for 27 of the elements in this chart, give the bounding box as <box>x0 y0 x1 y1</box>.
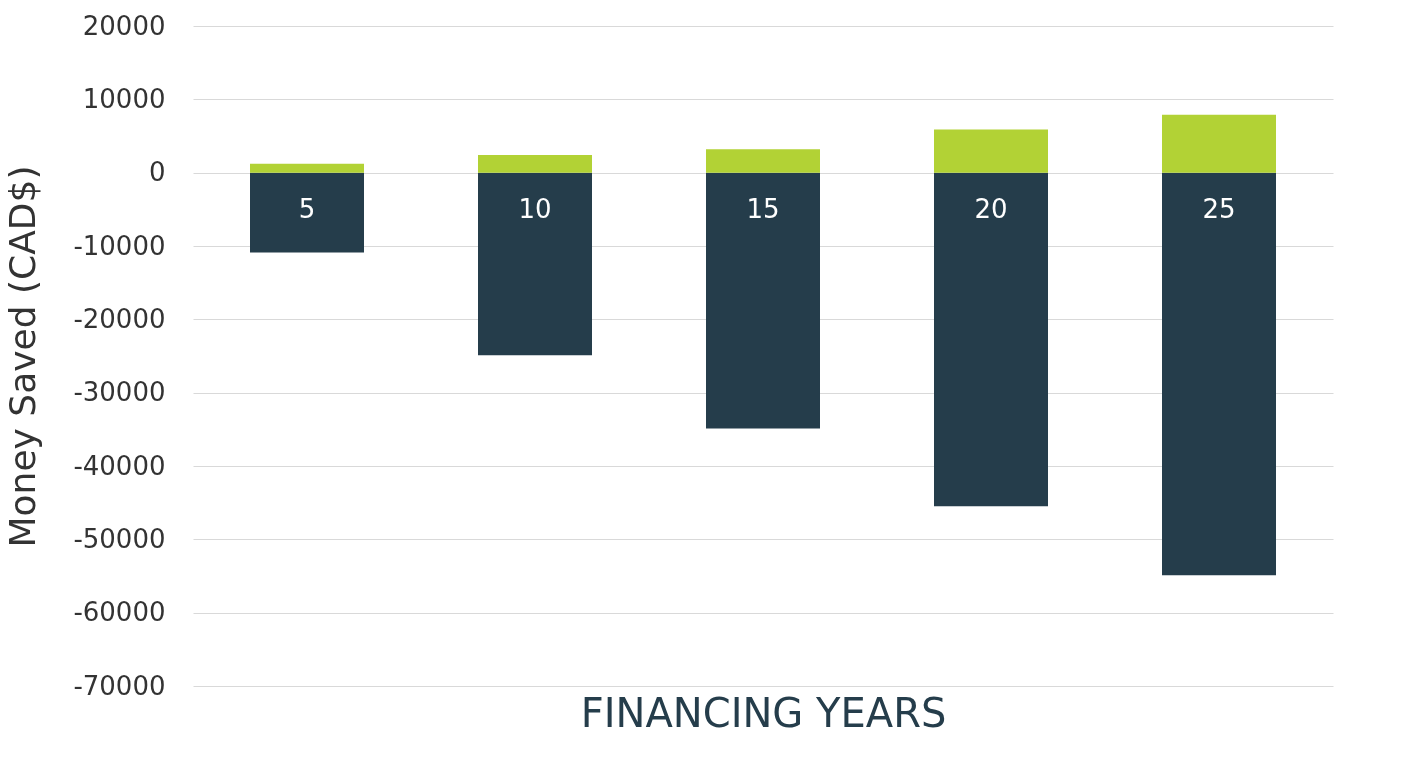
y-tick-label: 10000 <box>82 83 166 114</box>
x-axis-title: FINANCING YEARS <box>580 689 947 736</box>
y-tick-label: -20000 <box>73 303 166 334</box>
bar <box>478 155 592 173</box>
y-tick-label: -60000 <box>73 597 166 628</box>
bar <box>250 172 364 253</box>
y-tick-label: -40000 <box>73 450 166 481</box>
bar <box>934 172 1048 507</box>
y-axis-title: Money Saved (CAD$) <box>2 165 44 548</box>
y-tick-label: 0 <box>148 157 166 188</box>
bar <box>706 149 820 173</box>
bar <box>1162 172 1276 576</box>
y-tick-label: -70000 <box>73 670 166 701</box>
y-tick-label: 20000 <box>82 10 166 41</box>
x-tick-label: 5 <box>298 193 316 224</box>
y-tick-label: -10000 <box>73 230 166 261</box>
x-tick-label: 10 <box>518 193 552 224</box>
bar <box>478 172 592 356</box>
x-tick-label: 20 <box>974 193 1008 224</box>
bar <box>250 163 364 173</box>
bar <box>706 172 820 429</box>
x-tick-label: 15 <box>746 193 780 224</box>
y-tick-label: -30000 <box>73 377 166 408</box>
bar <box>934 129 1048 173</box>
x-tick-label: 25 <box>1202 193 1236 224</box>
y-tick-label: -50000 <box>73 523 166 554</box>
bar <box>1162 114 1276 173</box>
